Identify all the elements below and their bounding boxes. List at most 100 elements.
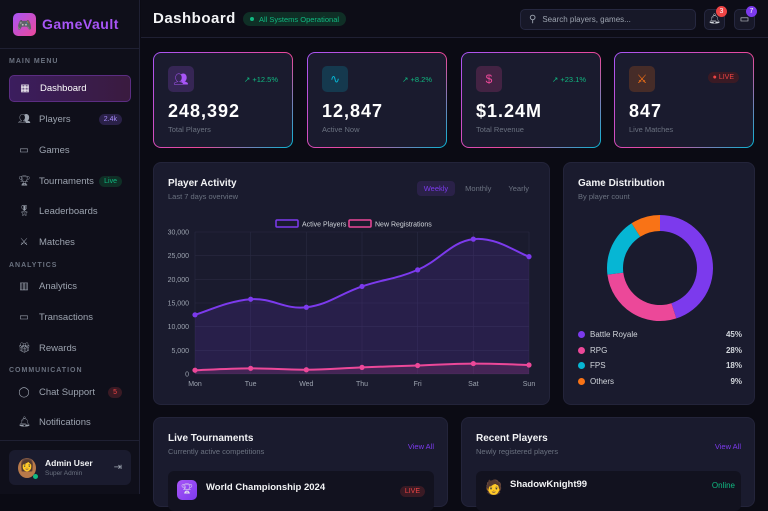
search-input[interactable]: ⚲ Search players, games... — [520, 9, 696, 30]
legend-item: FPS 18% — [578, 361, 742, 370]
data-point[interactable] — [415, 267, 421, 273]
donut-slice[interactable] — [660, 215, 713, 319]
series-area — [195, 238, 529, 374]
live-badge: ● LIVE — [707, 72, 739, 83]
tab-monthly[interactable]: Monthly — [465, 184, 492, 193]
tab-weekly[interactable]: Weekly — [416, 181, 456, 196]
sidebar-item-leaderboards[interactable]: 🎖︎ Leaderboards — [9, 198, 131, 225]
sidebar-item-chat-support[interactable]: ◯ Chat Support 5 — [9, 379, 131, 406]
status-text: All Systems Operational — [259, 14, 340, 24]
logout-icon[interactable]: ⇥ — [113, 462, 122, 473]
legend-swatch — [348, 219, 372, 228]
sidebar-item-label: Dashboard — [40, 83, 87, 94]
legend-label: Battle Royale — [590, 330, 638, 339]
live-badge: LIVE — [399, 486, 425, 497]
change-indicator: ↗ +8.2% — [402, 75, 432, 84]
sidebar-item-rewards[interactable]: 🎁︎ Rewards — [9, 335, 131, 362]
stat-label: Total Revenue — [476, 125, 524, 134]
users-icon: 👥︎ — [168, 66, 194, 92]
data-point[interactable] — [470, 236, 476, 242]
sidebar-item-label: Analytics — [39, 281, 78, 292]
user-profile[interactable]: 👩 Admin User Super Admin ⇥ — [9, 450, 131, 485]
sidebar-item-dashboard[interactable]: ▦ Dashboard — [9, 75, 131, 102]
legend-dot — [578, 362, 585, 369]
card-subtitle: Last 7 days overview — [168, 192, 239, 201]
bell-icon: 🔔︎ — [708, 14, 721, 25]
change-indicator: ↗ +23.1% — [551, 75, 586, 84]
stat-card: $ ↗ +23.1% $1.24M Total Revenue — [461, 52, 601, 148]
trophy-icon: 🏆︎ — [177, 480, 197, 500]
data-point[interactable] — [248, 365, 254, 371]
bar-chart-icon: ▥ — [19, 281, 29, 292]
sidebar-item-tournaments[interactable]: 🏆︎ Tournaments Live — [9, 168, 131, 195]
donut-slice[interactable] — [631, 215, 660, 237]
notifications-button[interactable]: 🔔︎ 3 — [704, 6, 727, 30]
online-indicator — [33, 473, 38, 479]
data-point[interactable] — [415, 362, 421, 369]
players-badge: 2.4k — [98, 114, 122, 125]
data-point[interactable] — [470, 360, 476, 367]
legend-label: FPS — [590, 361, 606, 370]
legend-dot — [578, 346, 585, 354]
tournament-row[interactable]: 🏆︎ World Championship 2024 LIVE — [168, 471, 434, 511]
section-main-menu: MAIN MENU — [9, 58, 59, 65]
data-point[interactable] — [526, 254, 532, 260]
sidebar-item-notifications[interactable]: 🔔︎ Notifications — [9, 409, 131, 436]
card-subtitle: Newly registered players — [476, 447, 559, 456]
user-name: Admin User — [45, 458, 93, 468]
card-title: Live Tournaments — [168, 433, 254, 444]
data-point[interactable] — [526, 362, 532, 368]
sidebar-item-label: Rewards — [39, 343, 77, 354]
stat-value: 12,847 — [322, 101, 384, 121]
dollar-icon: $ — [476, 66, 502, 92]
donut-slice[interactable] — [607, 223, 641, 275]
donut-slice[interactable] — [607, 272, 677, 321]
swords-icon: ⚔ — [19, 237, 29, 248]
sidebar-item-label: Matches — [39, 237, 75, 248]
status-dot — [250, 17, 254, 21]
player-row[interactable]: 🧑 ShadowKnight99 Online — [476, 471, 741, 511]
sidebar-item-analytics[interactable]: ▥ Analytics — [9, 273, 131, 300]
stat-card: 👥︎ ↗ +12.5% 248,392 Total Players — [153, 52, 293, 148]
stat-label: Active Now — [322, 125, 360, 134]
legend-label: Active Players — [302, 222, 347, 229]
sidebar-item-label: Transactions — [39, 312, 94, 323]
legend-item: RPG 28% — [578, 346, 742, 355]
data-point[interactable] — [248, 296, 254, 302]
gamepad-icon: ▭ — [19, 145, 29, 156]
card-title: Game Distribution — [578, 178, 665, 189]
data-point[interactable] — [192, 367, 198, 373]
y-tick-label: 25,000 — [168, 253, 190, 260]
data-point[interactable] — [192, 312, 198, 318]
sidebar-item-matches[interactable]: ⚔ Matches — [9, 229, 131, 256]
legend-value: 18% — [725, 361, 742, 370]
messages-badge: 7 — [746, 6, 757, 17]
x-tick-label: Sun — [523, 381, 536, 388]
data-point[interactable] — [359, 283, 365, 290]
data-point[interactable] — [303, 367, 309, 373]
sidebar: 🎮 GameVault MAIN MENU ▦ Dashboard 👥︎ Player… — [0, 0, 140, 494]
player-status: Online — [711, 481, 735, 490]
sidebar-item-players[interactable]: 👥︎ Players 2.4k — [9, 106, 131, 133]
medal-icon: 🎖︎ — [18, 206, 31, 217]
tab-yearly[interactable]: Yearly — [508, 184, 529, 193]
card-title: Recent Players — [476, 433, 548, 444]
x-tick-label: Tue — [245, 381, 257, 388]
data-point[interactable] — [303, 304, 309, 310]
avatar: 👩 — [18, 457, 38, 479]
activity-icon: ∿ — [322, 66, 348, 92]
donut-chart — [607, 215, 713, 321]
chat-support-badge: 5 — [108, 387, 122, 398]
header: Dashboard All Systems Operational ⚲ Searc… — [141, 0, 768, 38]
legend-label: RPG — [590, 345, 608, 355]
stat-card: ⚔ ● LIVE 847 Live Matches — [614, 52, 754, 148]
sidebar-item-games[interactable]: ▭ Games — [9, 137, 131, 164]
users-icon: 👥︎ — [18, 114, 31, 125]
sidebar-item-transactions[interactable]: ▭ Transactions — [9, 304, 131, 331]
view-all-players-link[interactable]: View All — [714, 442, 741, 451]
messages-button[interactable]: ▭ 7 — [734, 6, 757, 30]
data-point[interactable] — [359, 364, 365, 370]
bell-icon: 🔔︎ — [18, 417, 31, 428]
x-tick-label: Mon — [188, 381, 202, 388]
view-all-tournaments-link[interactable]: View All — [407, 442, 434, 451]
